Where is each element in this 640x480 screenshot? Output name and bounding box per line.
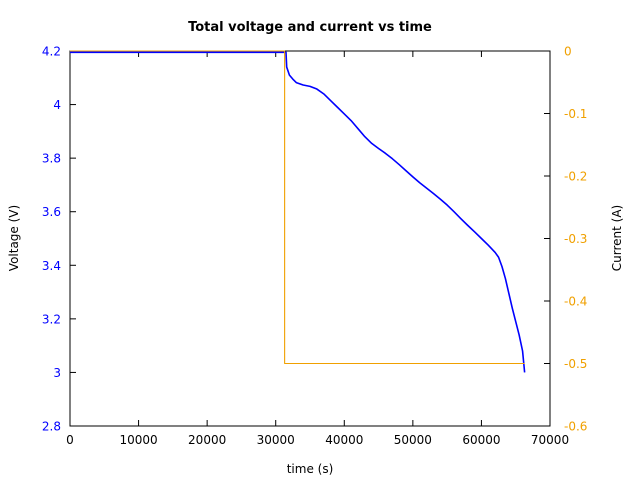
left-y-tick-label: 4: [53, 98, 61, 112]
left-y-tick-label: 3: [53, 366, 61, 380]
voltage-series-line: [70, 51, 526, 373]
left-y-axis-label: Voltage (V): [7, 205, 21, 271]
right-y-axis-label: Current (A): [610, 205, 624, 271]
x-tick-label: 70000: [531, 433, 569, 447]
left-y-tick-label: 3.2: [42, 312, 61, 326]
current-series-line: [70, 50, 525, 365]
x-axis: 0 10000 20000 30000 40000 50000 60000 70000: [66, 51, 569, 447]
right-y-tick-label: -0.5: [564, 357, 587, 371]
left-y-tick-label: 3.8: [42, 152, 61, 166]
series-layer: [70, 50, 526, 373]
x-tick-label: 0: [66, 433, 74, 447]
left-y-tick-label: 2.8: [42, 420, 61, 434]
left-y-tick-label: 3.6: [42, 205, 61, 219]
right-y-tick-label: 0: [564, 45, 572, 59]
right-y-tick-label: -0.3: [564, 232, 587, 246]
x-tick-label: 50000: [394, 433, 432, 447]
left-y-tick-label: 3.4: [42, 259, 61, 273]
x-tick-label: 60000: [462, 433, 500, 447]
left-y-tick-label: 4.2: [42, 45, 61, 59]
left-y-axis: 2.8 3 3.2 3.4 3.6 3.8 4 4.2: [42, 45, 76, 434]
x-tick-label: 20000: [188, 433, 226, 447]
right-y-tick-label: -0.1: [564, 107, 587, 121]
right-y-axis: -0.6 -0.5 -0.4 -0.3 -0.2 -0.1 0: [544, 45, 587, 434]
x-tick-label: 40000: [325, 433, 363, 447]
right-y-tick-label: -0.4: [564, 295, 587, 309]
chart-title: Total voltage and current vs time: [188, 20, 432, 35]
x-tick-label: 30000: [257, 433, 295, 447]
x-axis-label: time (s): [287, 462, 334, 476]
right-y-tick-label: -0.2: [564, 170, 587, 184]
plot-frame: [69, 50, 551, 427]
right-y-tick-label: -0.6: [564, 420, 587, 434]
x-tick-label: 10000: [119, 433, 157, 447]
